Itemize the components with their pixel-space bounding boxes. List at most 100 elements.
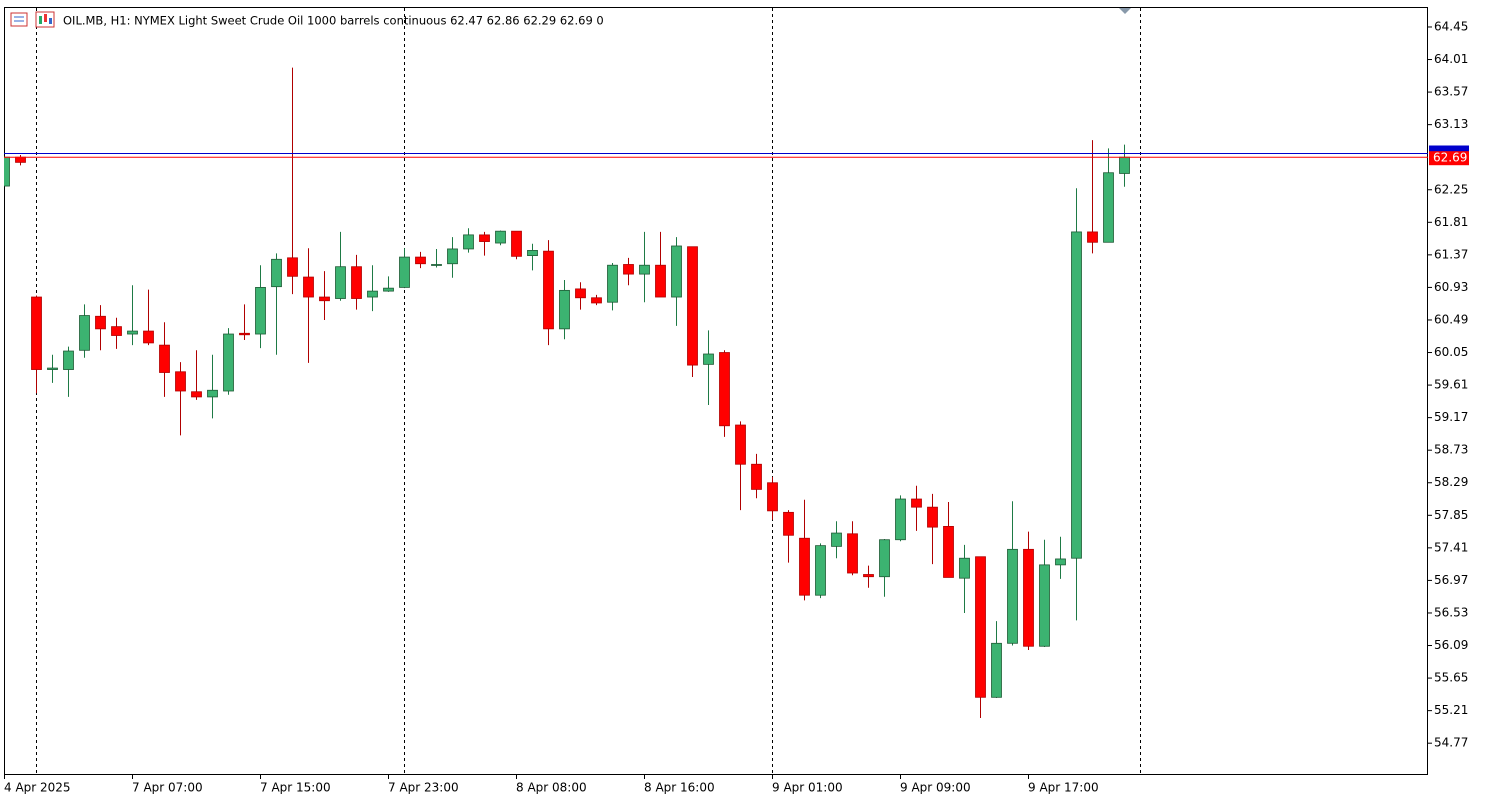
y-tick-label: 61.37 bbox=[1434, 247, 1468, 261]
candle-body bbox=[351, 266, 362, 299]
candle-body bbox=[863, 574, 874, 578]
candle-body bbox=[191, 391, 202, 398]
candle-body bbox=[159, 344, 170, 373]
y-tick-label: 56.09 bbox=[1434, 638, 1468, 652]
candle-body bbox=[399, 256, 410, 288]
y-tick-label: 60.05 bbox=[1434, 345, 1468, 359]
y-tick-label: 59.61 bbox=[1434, 378, 1468, 392]
candle-body bbox=[175, 371, 186, 392]
bid-label: 62.69 bbox=[1433, 151, 1467, 165]
y-tick-label: 62.25 bbox=[1434, 182, 1468, 196]
candle-body bbox=[239, 332, 250, 336]
candle-body bbox=[47, 367, 58, 370]
plot bbox=[4, 67, 1130, 719]
candle-body bbox=[1103, 172, 1114, 243]
candle-body bbox=[303, 276, 314, 298]
icon bbox=[44, 14, 47, 22]
candle-body bbox=[479, 234, 490, 242]
candle-body bbox=[911, 498, 922, 508]
x-tick-label: 7 Apr 07:00 bbox=[132, 781, 203, 795]
y-tick-label: 58.73 bbox=[1434, 443, 1468, 457]
shift-marker bbox=[1119, 8, 1131, 14]
separators bbox=[36, 8, 1141, 775]
candle-body bbox=[719, 352, 730, 427]
candle-body bbox=[623, 264, 634, 275]
y-tick-label: 55.65 bbox=[1434, 671, 1468, 685]
candle-body bbox=[959, 557, 970, 579]
candle-body bbox=[1119, 156, 1130, 174]
candle-body bbox=[591, 297, 602, 304]
y-tick-label: 60.49 bbox=[1434, 312, 1468, 326]
candle-body bbox=[767, 482, 778, 512]
y-tick-label: 57.41 bbox=[1434, 540, 1468, 554]
candle-body bbox=[655, 264, 666, 298]
candle-body bbox=[927, 506, 938, 528]
x-tick-label: 7 Apr 15:00 bbox=[260, 781, 331, 795]
candle-body bbox=[735, 424, 746, 465]
candle-body bbox=[143, 330, 154, 344]
header-icons bbox=[10, 11, 55, 28]
candle-body bbox=[287, 257, 298, 277]
candle-body bbox=[975, 556, 986, 698]
x-tick-label: 4 Apr 2025 bbox=[4, 781, 71, 795]
y-tick-label: 56.53 bbox=[1434, 605, 1468, 619]
candle-body bbox=[383, 287, 394, 292]
candle-body bbox=[751, 463, 762, 490]
icon bbox=[39, 16, 42, 24]
candle-body bbox=[1039, 564, 1050, 647]
candle-body bbox=[511, 230, 522, 257]
candle-body bbox=[223, 333, 234, 392]
candle-body bbox=[1007, 548, 1018, 644]
y-tick-label: 57.85 bbox=[1434, 508, 1468, 522]
chart-title: OIL.MB, H1: NYMEX Light Sweet Crude Oil … bbox=[63, 14, 604, 28]
y-tick-label: 55.21 bbox=[1434, 703, 1468, 717]
candle-body bbox=[1071, 231, 1082, 559]
x-tick-label: 9 Apr 01:00 bbox=[772, 781, 843, 795]
candle-body bbox=[671, 245, 682, 298]
candle-body bbox=[607, 264, 618, 303]
candle-body bbox=[1055, 558, 1066, 566]
y-tick-label: 64.45 bbox=[1434, 19, 1468, 33]
bid-label-box bbox=[1429, 151, 1469, 166]
candle-body bbox=[431, 264, 442, 266]
x-tick-label: 9 Apr 17:00 bbox=[1028, 781, 1099, 795]
x-tick-label: 7 Apr 23:00 bbox=[388, 781, 459, 795]
y-tick-label: 63.13 bbox=[1434, 117, 1468, 131]
candle-body bbox=[271, 258, 282, 288]
candle-body bbox=[879, 539, 890, 578]
candle-body bbox=[31, 296, 42, 370]
candle-body bbox=[495, 230, 506, 244]
candle-body bbox=[335, 266, 346, 299]
y-tick-label: 60.93 bbox=[1434, 280, 1468, 294]
plot-frame bbox=[4, 7, 1428, 775]
candle-body bbox=[783, 511, 794, 536]
y-tick-label: 63.57 bbox=[1434, 85, 1468, 99]
x-tick-label: 8 Apr 16:00 bbox=[644, 781, 715, 795]
y-tick-label: 64.01 bbox=[1434, 52, 1468, 66]
candle-body bbox=[527, 250, 538, 257]
y-tick-label: 61.81 bbox=[1434, 215, 1468, 229]
candle-body bbox=[415, 256, 426, 265]
candle-body bbox=[79, 315, 90, 351]
candle-body bbox=[639, 264, 650, 275]
candle-body bbox=[127, 330, 138, 335]
candle-body bbox=[447, 248, 458, 265]
y-tick-label: 56.97 bbox=[1434, 573, 1468, 587]
candle-body bbox=[559, 289, 570, 330]
candle-body bbox=[799, 537, 810, 596]
candle-body bbox=[815, 545, 826, 596]
x-tick-label: 9 Apr 09:00 bbox=[900, 781, 971, 795]
candle-body bbox=[207, 389, 218, 398]
candle-body bbox=[463, 234, 474, 250]
icon bbox=[10, 12, 28, 27]
candle-body bbox=[1087, 231, 1098, 243]
candle-body bbox=[687, 246, 698, 366]
candle-body bbox=[111, 326, 122, 336]
candle-body bbox=[895, 498, 906, 541]
candle-body bbox=[847, 533, 858, 574]
candle-body bbox=[575, 288, 586, 299]
candle-body bbox=[703, 353, 714, 365]
y-tick-label: 59.17 bbox=[1434, 410, 1468, 424]
